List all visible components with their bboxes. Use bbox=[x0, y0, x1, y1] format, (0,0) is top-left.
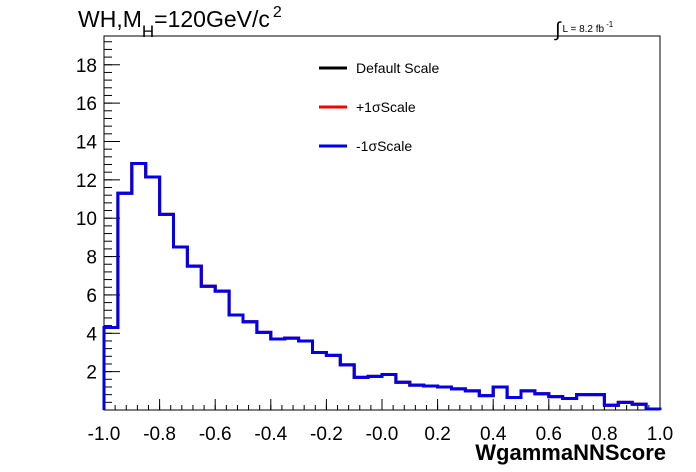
x-tick-label: -0.4 bbox=[254, 424, 287, 445]
y-tick-label: 18 bbox=[76, 56, 97, 77]
title-subscript: H bbox=[141, 22, 155, 41]
luminosity-label: ∫ L = 8.2 fb -1 bbox=[555, 15, 614, 41]
x-tick-label: 0.8 bbox=[591, 424, 617, 445]
chart-title: WH,MH=120GeV/c 2 bbox=[78, 4, 282, 41]
x-tick-label: -0.8 bbox=[143, 424, 176, 445]
y-tick-label: 6 bbox=[86, 286, 97, 307]
x-axis-title: WgammaNNScore bbox=[475, 440, 666, 465]
luminosity-text: L = 8.2 fb bbox=[562, 24, 605, 35]
legend-label: +1σScale bbox=[356, 99, 416, 115]
x-tick-label: 1.0 bbox=[647, 424, 673, 445]
x-tick-label: -1.0 bbox=[88, 424, 121, 445]
y-tick-label: 14 bbox=[76, 132, 98, 153]
luminosity-superscript: -1 bbox=[606, 20, 614, 29]
y-tick-label: 16 bbox=[76, 94, 97, 115]
x-tick-label: 0.2 bbox=[424, 424, 450, 445]
title-rest-text: =120GeV/c bbox=[154, 6, 270, 32]
series-layer bbox=[102, 162, 662, 411]
integral-symbol: ∫ bbox=[555, 19, 561, 41]
x-tick-label: -0.6 bbox=[199, 424, 232, 445]
x-tick-label: 0.4 bbox=[480, 424, 507, 445]
axis-tick-labels: -1.0 -0.8 -0.6 -0.4 -0.2 -0.0 0.2 0.4 0.6 0.8 1.0 2… bbox=[76, 56, 673, 445]
y-tick-label: 8 bbox=[86, 248, 97, 269]
legend-label: Default Scale bbox=[356, 60, 439, 76]
y-tick-label: 4 bbox=[86, 324, 97, 345]
x-tick-label: 0.6 bbox=[536, 424, 562, 445]
y-tick-label: 2 bbox=[86, 363, 97, 384]
series-line-2 bbox=[102, 162, 662, 411]
legend-label: -1σScale bbox=[356, 138, 412, 154]
y-tick-label: 10 bbox=[76, 209, 97, 230]
y-tick-label: 12 bbox=[76, 171, 97, 192]
x-tick-label: -0.2 bbox=[310, 424, 343, 445]
title-main-text: WH,M bbox=[78, 6, 142, 32]
legend: Default Scale +1σScale -1σScale bbox=[319, 60, 439, 154]
axis-ticks bbox=[103, 41, 661, 410]
x-tick-label: -0.0 bbox=[366, 424, 399, 445]
title-superscript: 2 bbox=[272, 4, 282, 21]
plot-frame bbox=[103, 35, 661, 411]
